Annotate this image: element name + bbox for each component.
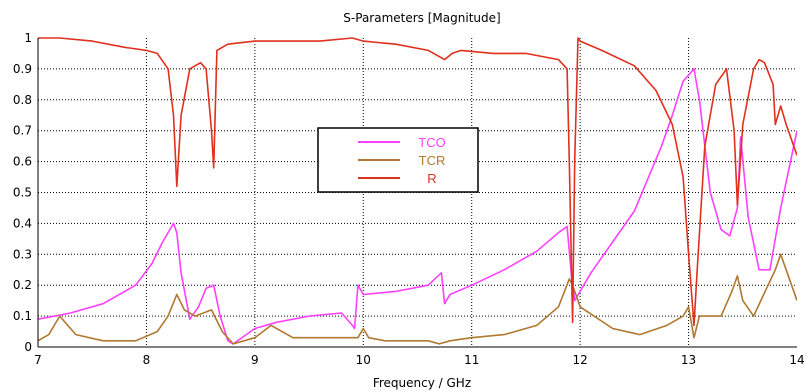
x-tick-label: 12	[573, 353, 588, 367]
x-axis-label: Frequency / GHz	[373, 376, 471, 390]
legend-label-tco: TCO	[418, 135, 445, 150]
y-tick-label: 0.4	[13, 216, 32, 230]
legend-label-tcr: TCR	[419, 153, 446, 168]
legend-label-r: R	[427, 171, 436, 186]
y-tick-label: 0.7	[13, 124, 32, 138]
x-tick-label: 7	[34, 353, 42, 367]
x-tick-label: 10	[356, 353, 371, 367]
y-tick-label: 0	[24, 340, 32, 354]
y-tick-label: 0.6	[13, 155, 32, 169]
plot-area	[38, 37, 797, 345]
chart-title: S-Parameters [Magnitude]	[343, 11, 500, 25]
y-tick-label: 0.8	[13, 93, 32, 107]
axes: 7 8 9 10 11 12 13 14 0 0.1 0.2 0.3 0.4 0.5 0.6 0.7 0.8 0.…	[13, 31, 805, 367]
y-tick-label: 0.1	[13, 309, 32, 323]
legend: TCO TCR R	[317, 127, 479, 193]
x-tick-label: 14	[789, 353, 804, 367]
y-tick-label: 0.9	[13, 62, 32, 76]
y-tick-label: 0.2	[13, 278, 32, 292]
x-tick-label: 8	[143, 353, 151, 367]
y-tick-label: 0.5	[13, 186, 32, 200]
x-tick-label: 9	[251, 353, 259, 367]
x-tick-label: 13	[681, 353, 696, 367]
series-line-r	[38, 37, 797, 327]
series-line-tcr	[38, 253, 797, 345]
y-tick-label: 1	[24, 31, 32, 45]
x-tick-label: 11	[464, 353, 479, 367]
y-tick-label: 0.3	[13, 247, 32, 261]
